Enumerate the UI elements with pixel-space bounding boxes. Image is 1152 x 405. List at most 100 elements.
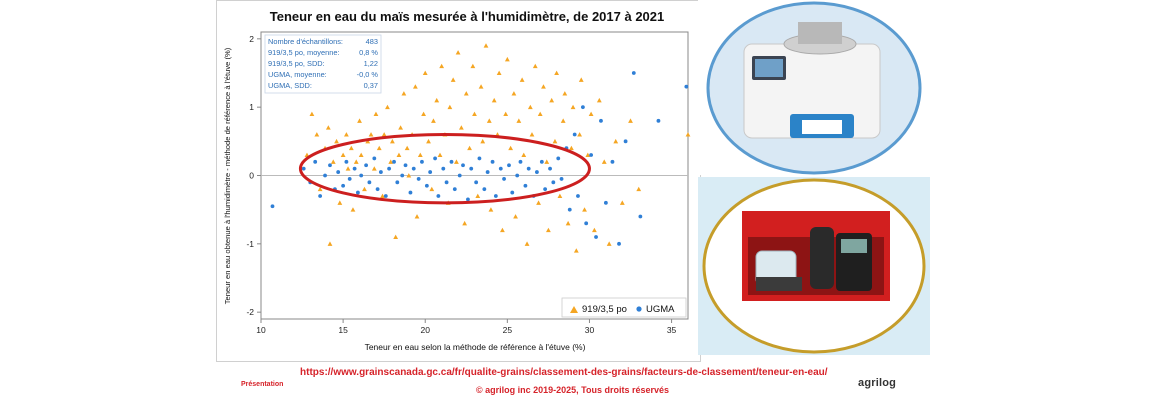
stats-value-ugma-mean: -0,0 % [357, 70, 379, 79]
point-919 [536, 200, 541, 205]
point-ugma [515, 173, 520, 178]
point-919 [585, 152, 591, 157]
y-tick-label: -2 [246, 307, 254, 317]
point-ugma [355, 190, 360, 195]
point-919 [334, 138, 339, 144]
point-919 [368, 132, 374, 137]
point-919 [628, 118, 633, 123]
stats-label-ugma-sdd: UGMA, SDD: [268, 81, 312, 90]
point-919 [524, 241, 530, 246]
point-ugma [617, 241, 621, 246]
point-ugma [559, 177, 564, 181]
point-919 [613, 138, 619, 144]
point-ugma [392, 159, 396, 164]
legend-triangle-icon [570, 306, 578, 313]
point-ugma [444, 180, 449, 185]
point-ugma [378, 170, 383, 174]
legend-frame [561, 297, 687, 318]
point-ugma [498, 166, 503, 171]
point-919 [504, 56, 510, 62]
chart-title: Teneur en eau du maïs mesurée à l'humidi… [270, 9, 664, 24]
point-919 [373, 111, 379, 116]
point-ugma [603, 200, 608, 205]
point-919 [353, 159, 359, 164]
point-919 [480, 138, 486, 144]
point-919 [412, 84, 418, 89]
point-ugma [449, 159, 454, 164]
point-ugma [589, 153, 594, 157]
source-url-link[interactable]: https://www.grainscanada.gc.ca/fr/qualit… [300, 367, 828, 378]
point-919 [462, 220, 468, 226]
point-919 [439, 63, 445, 69]
point-919 [554, 70, 560, 75]
point-ugma [387, 166, 391, 171]
point-ugma [411, 166, 416, 171]
point-ugma [341, 183, 346, 188]
scatter-chart: Teneur en eau du maïs mesurée à l'humidi… [223, 9, 691, 352]
point-ugma [535, 170, 539, 174]
point-ugma [576, 194, 580, 198]
point-ugma [523, 183, 528, 188]
point-ugma [461, 163, 465, 168]
point-919 [483, 43, 489, 48]
point-ugma [556, 156, 561, 161]
point-ugma [352, 166, 357, 171]
point-919 [421, 111, 426, 116]
point-ugma [485, 170, 490, 174]
point-ugma [428, 170, 433, 174]
stats-label-919-mean: 919/3,5 po, moyenne: [268, 48, 340, 57]
point-919 [381, 132, 387, 137]
point-919 [376, 145, 382, 151]
point-ugma [567, 207, 572, 212]
point-ugma [490, 159, 495, 164]
y-axis-label: Teneur en eau obtenue à l'humidimètre - … [223, 47, 232, 304]
point-ugma [408, 190, 413, 195]
point-919 [327, 241, 333, 246]
point-919 [431, 118, 436, 123]
point-ugma [518, 159, 523, 164]
stats-label-samples: Nombre d'échantillons: [268, 37, 343, 46]
point-919 [309, 111, 315, 116]
chart-panel: Teneur en eau du maïs mesurée à l'humidi… [216, 0, 701, 362]
point-ugma [420, 159, 424, 164]
stats-box: Nombre d'échantillons: 483 919/3,5 po, m… [264, 34, 382, 94]
point-919 [582, 207, 587, 212]
stats-box-frame [264, 34, 382, 94]
point-ugma [539, 159, 544, 164]
legend-label-919: 919/3,5 po [582, 304, 627, 315]
point-919 [350, 207, 356, 212]
point-919 [325, 125, 331, 130]
point-919 [348, 145, 354, 151]
point-919 [337, 200, 343, 205]
point-919 [406, 173, 412, 178]
point-919 [429, 186, 435, 192]
point-919 [552, 138, 558, 144]
point-ugma [416, 177, 421, 181]
point-ugma [313, 159, 318, 164]
point-ugma [610, 159, 615, 164]
point-ugma [594, 235, 598, 239]
point-919 [317, 186, 323, 192]
point-ugma [441, 166, 446, 171]
point-919 [447, 104, 453, 110]
point-ugma [347, 177, 352, 181]
point-919 [434, 97, 440, 103]
point-919 [568, 145, 574, 151]
point-ugma [548, 166, 552, 171]
point-919 [573, 248, 579, 253]
point-919 [345, 166, 351, 171]
point-919 [544, 159, 550, 164]
point-ugma [684, 84, 689, 89]
point-ugma [364, 163, 369, 168]
point-ugma [457, 173, 462, 178]
x-tick-label: 30 [585, 325, 595, 335]
point-919 [422, 70, 428, 75]
point-919 [467, 145, 472, 151]
point-919 [606, 241, 612, 246]
point-919 [549, 97, 555, 103]
stats-label-ugma-mean: UGMA, moyenne: [268, 70, 327, 79]
point-ugma [367, 180, 372, 185]
x-tick-label: 15 [338, 325, 348, 335]
point-919 [560, 118, 566, 123]
point-ugma [436, 194, 441, 198]
